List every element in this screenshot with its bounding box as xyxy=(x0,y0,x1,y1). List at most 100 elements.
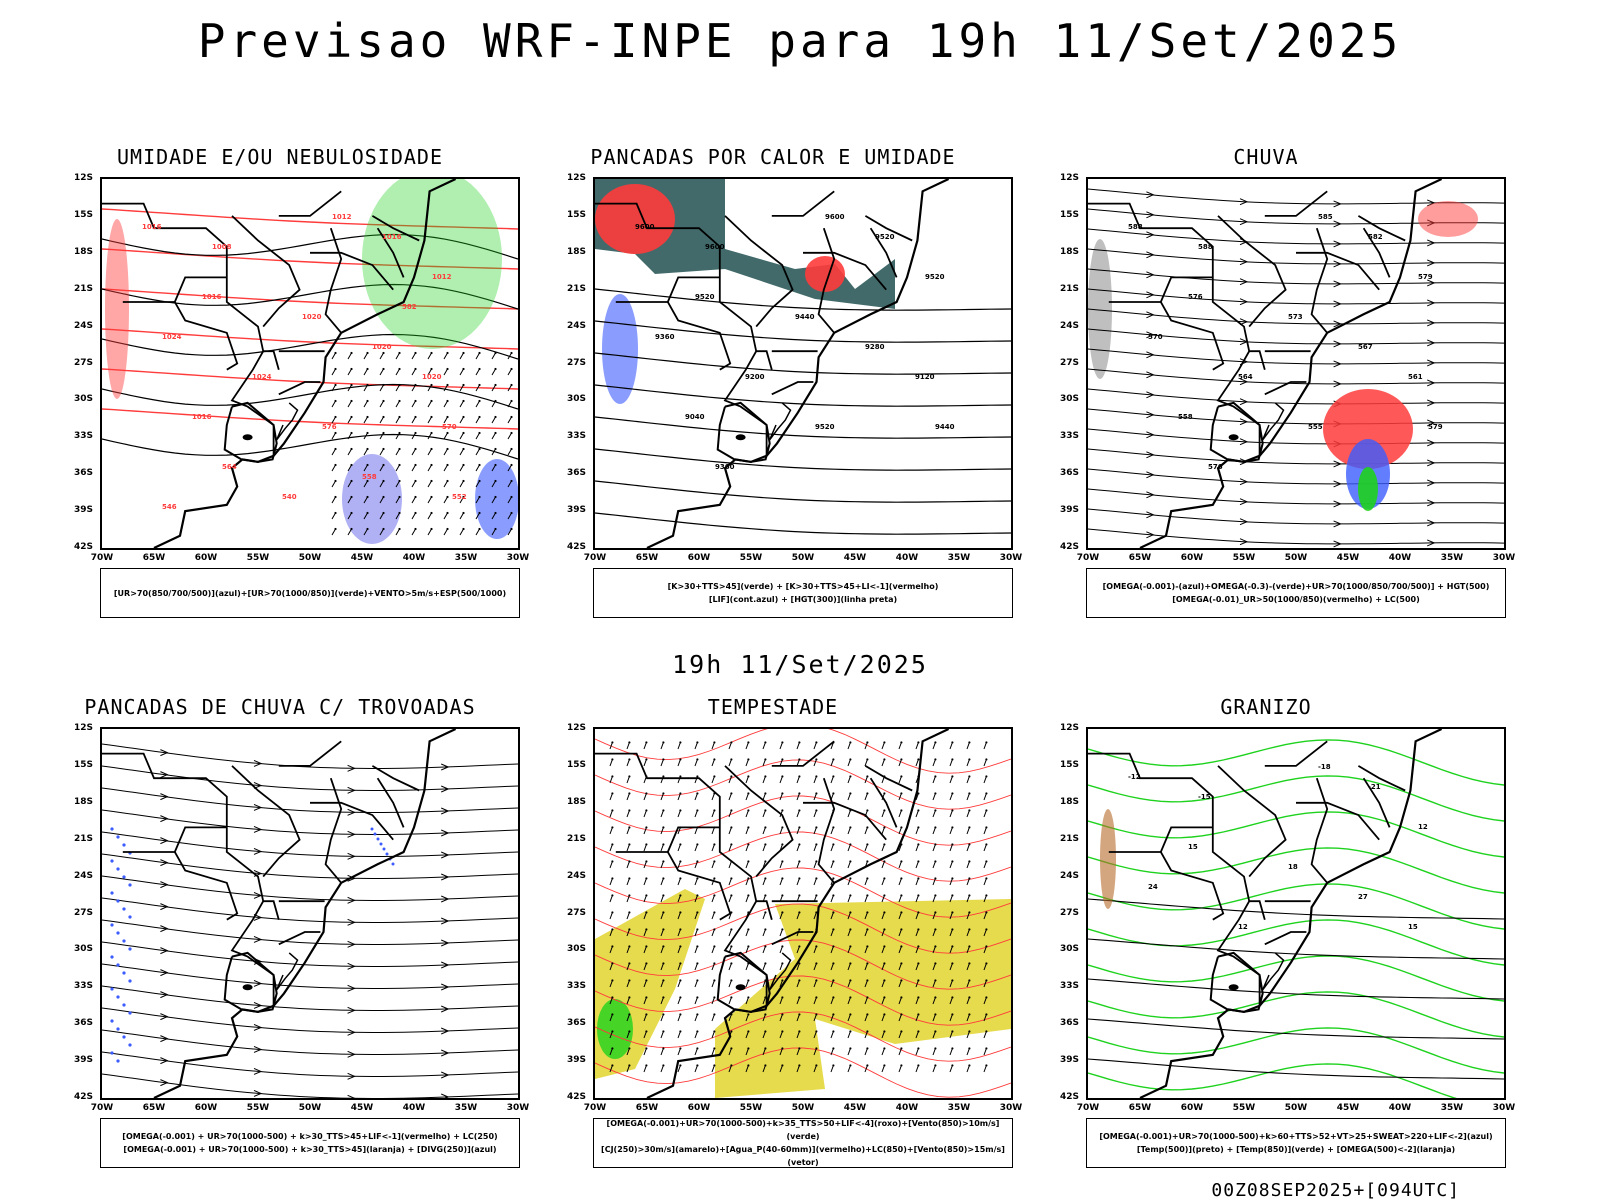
wind-vector-head xyxy=(430,495,433,499)
wind-vector-head xyxy=(815,843,818,846)
contour-label: 561 xyxy=(1408,373,1423,381)
lon-tick-label: 40W xyxy=(895,553,919,563)
wind-vector xyxy=(711,895,715,903)
wind-vector-head xyxy=(334,479,337,483)
wind-vector xyxy=(347,448,352,456)
state-border xyxy=(803,251,887,291)
wind-vector xyxy=(881,742,885,750)
wind-vector-head xyxy=(611,1047,614,1050)
lat-tick-label: 21S xyxy=(74,283,94,294)
legend-line-1: [OMEGA(-0.001) + UR>70(1000-500) + k>30_… xyxy=(122,1132,498,1141)
wind-vector-head xyxy=(900,1047,903,1050)
wind-vector-head xyxy=(713,809,716,812)
contour-label: 582 xyxy=(402,303,417,311)
streamline-arrow xyxy=(1333,200,1342,208)
wind-vector xyxy=(898,793,902,801)
wind-vector-head xyxy=(398,495,401,499)
wind-vector xyxy=(609,776,613,784)
wind-vector-head xyxy=(713,1030,716,1033)
wind-vector-head xyxy=(662,979,665,982)
wind-vector xyxy=(609,810,613,818)
wind-vector-head xyxy=(350,527,353,531)
wind-vector xyxy=(796,776,800,784)
lat-tick-label: 39S xyxy=(74,505,94,516)
wind-vector-head xyxy=(815,809,818,812)
wind-vector xyxy=(643,895,647,903)
temp850-contour xyxy=(1088,1027,1504,1074)
wind-vector xyxy=(475,512,480,520)
wind-vector-head xyxy=(866,996,869,999)
wind-vector-head xyxy=(366,527,369,531)
wind-vector-head xyxy=(696,979,699,982)
lon-tick-label: 65W xyxy=(635,1103,659,1113)
wind-vector-head xyxy=(951,996,954,999)
streamline-arrow xyxy=(441,785,450,793)
wind-vector xyxy=(864,878,868,886)
wind-vector xyxy=(745,963,749,971)
wind-vector xyxy=(443,448,448,456)
lat-tick-label: 42S xyxy=(567,542,587,552)
lat-tick-label: 36S xyxy=(74,468,94,479)
state-border xyxy=(376,227,405,278)
wind-vector xyxy=(983,1065,987,1073)
wind-vector xyxy=(847,793,851,801)
wind-vector xyxy=(677,861,681,869)
wind-vector-head xyxy=(713,741,716,744)
wind-vector-head xyxy=(628,758,631,761)
wind-vector-head xyxy=(382,479,385,483)
streamline xyxy=(102,787,518,813)
wind-vector-head xyxy=(662,860,665,863)
temp500-contour xyxy=(1088,978,1504,1000)
wind-vector-head xyxy=(747,775,750,778)
lat-tick-label: 36S xyxy=(74,1018,94,1029)
uruguay-border xyxy=(223,401,278,463)
height-contour xyxy=(595,480,1011,503)
wind-vector xyxy=(983,827,987,835)
streamline-arrow xyxy=(1239,438,1249,446)
wind-vector-head xyxy=(866,894,869,897)
rain-area xyxy=(1358,467,1378,511)
wind-vector xyxy=(677,827,681,835)
streamline-arrow xyxy=(1239,218,1249,226)
wind-vector-head xyxy=(781,809,784,812)
wind-vector-head xyxy=(334,399,337,403)
streamline-arrow xyxy=(441,763,450,771)
wind-vector-head xyxy=(985,775,988,778)
wind-vector xyxy=(347,416,352,424)
wind-vector-head xyxy=(815,775,818,778)
wind-vector xyxy=(881,844,885,852)
wind-vector xyxy=(779,929,783,937)
wind-vector-head xyxy=(398,399,401,403)
lon-tick-label: 55W xyxy=(246,1103,270,1113)
wind-vector xyxy=(660,793,664,801)
wind-vector-head xyxy=(968,775,971,778)
lagoa-dos-patos xyxy=(769,402,792,441)
wind-vector-head xyxy=(798,1030,801,1033)
wind-vector xyxy=(363,496,368,504)
wind-vector xyxy=(347,512,352,520)
wind-vector-head xyxy=(679,843,682,846)
wind-vector xyxy=(966,946,970,954)
streamline-arrow xyxy=(253,781,263,789)
wind-vector-head xyxy=(494,527,497,531)
wind-vector xyxy=(949,895,953,903)
wind-vector-head xyxy=(832,945,835,948)
wind-vector-head xyxy=(951,758,954,761)
streamline-arrow xyxy=(441,873,450,881)
wind-vector xyxy=(379,528,384,536)
wind-vector-head xyxy=(679,894,682,897)
wind-vector xyxy=(609,912,613,920)
wind-vector-head xyxy=(446,431,449,435)
wind-vector xyxy=(881,946,885,954)
streamline-arrow xyxy=(1146,531,1155,539)
wind-vector-head xyxy=(611,911,614,914)
divergence-dot xyxy=(122,907,126,911)
streamline-arrow xyxy=(1146,211,1155,219)
state-border xyxy=(371,765,420,792)
wind-vector xyxy=(864,980,868,988)
wind-vector-head xyxy=(494,447,497,451)
wind-vector xyxy=(363,480,368,488)
streamline-arrow xyxy=(1146,251,1155,259)
wind-vector xyxy=(395,368,400,376)
wind-vector-head xyxy=(382,351,385,355)
